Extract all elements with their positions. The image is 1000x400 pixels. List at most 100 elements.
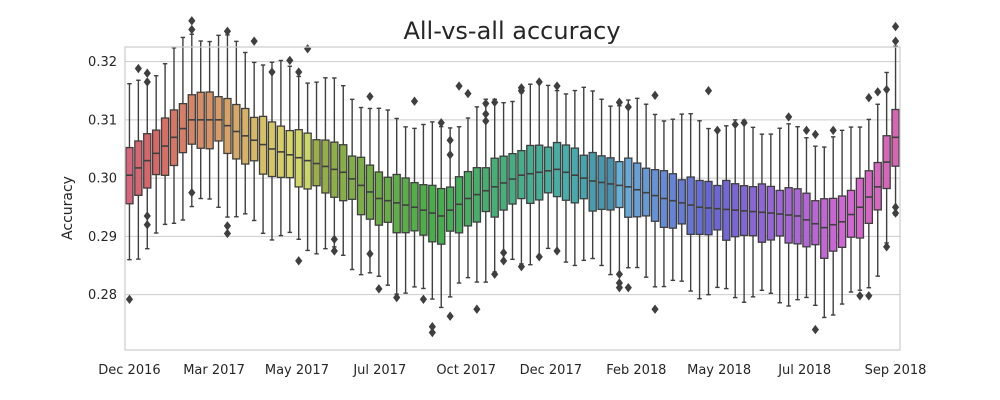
y-tick-label: 0.28 — [88, 288, 117, 303]
y-axis-label: Accuracy — [60, 176, 76, 240]
box-62 — [677, 113, 686, 282]
box-49 — [561, 93, 571, 263]
box-41 — [490, 98, 499, 273]
box-52 — [588, 90, 597, 260]
box-28 — [374, 107, 384, 277]
box-body — [383, 176, 393, 223]
outlier-point — [366, 249, 374, 259]
box-3 — [151, 75, 161, 234]
outlier-point — [375, 284, 383, 294]
outlier-point — [125, 294, 134, 304]
box-48 — [552, 89, 562, 252]
outlier-point — [446, 311, 454, 321]
outlier-point — [553, 81, 561, 91]
outlier-point — [535, 77, 543, 87]
box-0 — [125, 83, 134, 261]
outlier-point — [393, 292, 401, 303]
box-55 — [615, 105, 624, 276]
box-body — [312, 139, 321, 187]
outlier-point — [134, 63, 142, 74]
box-23 — [330, 77, 339, 248]
outlier-point — [410, 96, 419, 106]
box-80 — [837, 129, 847, 305]
box-body — [445, 186, 455, 232]
box-77 — [811, 145, 820, 307]
y-tick-label: 0.31 — [88, 113, 117, 128]
y-tick-label: 0.30 — [88, 172, 117, 187]
box-51 — [579, 86, 588, 262]
outlier-point — [811, 129, 819, 140]
outlier-point — [143, 211, 151, 221]
box-83 — [864, 118, 874, 289]
box-75 — [793, 126, 802, 301]
box-56 — [624, 99, 633, 269]
outlier-point — [811, 324, 819, 335]
box-9 — [205, 40, 214, 200]
outlier-point — [330, 234, 338, 244]
y-tick-label: 0.32 — [88, 55, 117, 70]
outlier-point — [713, 125, 721, 136]
box-body — [347, 155, 357, 200]
outlier-point — [624, 282, 632, 293]
outlier-point — [143, 77, 151, 87]
box-10 — [214, 34, 223, 208]
box-63 — [686, 112, 695, 292]
box-68 — [730, 119, 740, 299]
box-body — [722, 179, 731, 241]
x-tick-label: Jul 2017 — [352, 363, 406, 378]
outlier-point — [366, 91, 374, 102]
outlier-point — [428, 327, 436, 338]
outlier-point — [491, 97, 499, 108]
outlier-point — [455, 81, 463, 91]
box-13 — [241, 51, 250, 215]
outlier-point — [482, 98, 490, 109]
box-14 — [249, 61, 259, 222]
box-46 — [535, 80, 544, 257]
x-tick-label: Mar 2017 — [183, 363, 245, 378]
box-body — [579, 154, 588, 200]
outlier-point — [188, 187, 196, 198]
x-axis-ticks: Dec 2016 Mar 2017 May 2017 Jul 2017 Oct 2017… — [98, 363, 926, 378]
box-57 — [632, 97, 642, 269]
box-66 — [713, 130, 722, 289]
outlier-point — [856, 291, 864, 301]
box-body — [775, 189, 784, 237]
outlier-point — [615, 97, 623, 108]
box-body — [481, 167, 490, 213]
outlier-point — [304, 44, 312, 54]
outlier-point — [891, 202, 900, 212]
outlier-point — [615, 269, 623, 279]
outlier-point — [883, 242, 891, 252]
outlier-point — [223, 221, 232, 231]
outlier-point — [553, 246, 561, 256]
x-tick-label: May 2017 — [265, 363, 329, 378]
outlier-point — [473, 304, 481, 314]
box-body — [249, 116, 259, 162]
outlier-point — [437, 118, 445, 128]
outlier-point — [223, 26, 232, 36]
box-body — [624, 157, 633, 218]
outlier-point — [428, 322, 436, 332]
box-44 — [517, 92, 526, 265]
outlier-point — [829, 125, 837, 136]
outlier-point — [330, 246, 338, 256]
outlier-point — [268, 67, 276, 77]
outlier-point — [295, 67, 303, 77]
box-body — [820, 198, 829, 259]
box-22 — [321, 77, 330, 250]
box-72 — [766, 133, 776, 295]
box-35 — [437, 125, 446, 309]
box-18 — [285, 65, 295, 234]
box-45 — [526, 83, 535, 266]
box-31 — [401, 126, 410, 294]
box-body — [615, 160, 624, 209]
box-79 — [828, 136, 838, 316]
box-64 — [695, 120, 704, 300]
box-59 — [650, 113, 660, 288]
box-7 — [187, 33, 197, 208]
outlier-point — [865, 291, 873, 301]
outlier-point — [188, 16, 196, 26]
box-34 — [428, 121, 437, 300]
x-tick-label: Dec 2017 — [520, 363, 582, 378]
x-tick-label: Jul 2018 — [777, 363, 831, 378]
